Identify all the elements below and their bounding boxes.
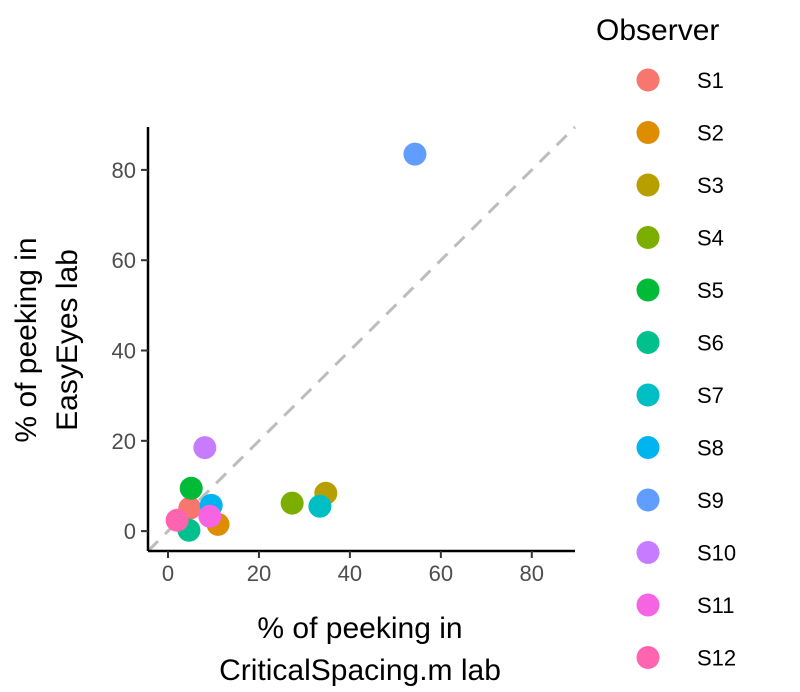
x-tick-label: 80: [520, 561, 544, 586]
point-s9: [403, 142, 427, 166]
point-s4: [280, 491, 304, 515]
legend-label-s1: S1: [697, 68, 724, 93]
y-tick-label: 20: [112, 429, 136, 454]
legend-label-s3: S3: [697, 173, 724, 198]
legend-key-s9: [636, 488, 660, 512]
y-tick-label: 60: [112, 248, 136, 273]
legend-key-s8: [636, 436, 660, 459]
legend-label-s10: S10: [697, 541, 736, 566]
legend-key-s2: [636, 121, 660, 144]
legend-label-s12: S12: [697, 646, 736, 671]
legend-label-s9: S9: [697, 488, 724, 513]
legend-key-s3: [636, 173, 660, 197]
point-s12: [165, 508, 189, 532]
legend-key-s4: [636, 226, 660, 249]
legend-label-s11: S11: [697, 593, 735, 618]
legend-key-s1: [636, 68, 660, 92]
identity-line: [146, 125, 577, 553]
x-axis-title-line2: CriticalSpacing.m lab: [219, 654, 501, 687]
legend-label-s4: S4: [697, 226, 724, 251]
legend-label-s7: S7: [697, 383, 724, 408]
y-tick-label: 80: [112, 158, 136, 183]
legend-key-s10: [636, 541, 660, 564]
legend-label-s2: S2: [697, 121, 724, 146]
y-axis-title-line1: % of peeking in: [10, 237, 43, 442]
legend-key-s6: [636, 331, 660, 354]
y-axis-title-line2: EasyEyes lab: [51, 249, 84, 431]
x-tick-label: 60: [429, 561, 453, 586]
point-s11: [198, 504, 222, 528]
legend-key-s11: [636, 593, 660, 617]
y-tick-label: 40: [112, 339, 136, 364]
x-tick-label: 40: [338, 561, 362, 586]
legend-key-s7: [636, 383, 660, 407]
legend: S1 S2 S3 S4 S5 S6 S7 S8 S9 S10 S11 S12: [636, 68, 736, 671]
x-tick-label: 0: [162, 561, 174, 586]
legend-key-s12: [636, 646, 660, 669]
point-s10: [193, 436, 217, 460]
point-s5: [179, 476, 203, 500]
legend-title: Observer: [596, 14, 719, 47]
legend-key-s5: [636, 278, 660, 302]
legend-label-s8: S8: [697, 436, 724, 461]
y-tick-label: 0: [124, 519, 136, 544]
legend-label-s6: S6: [697, 331, 724, 356]
legend-label-s5: S5: [697, 278, 724, 303]
x-axis-title-line1: % of peeking in: [257, 612, 462, 645]
point-s7: [308, 494, 332, 518]
x-tick-label: 20: [247, 561, 271, 586]
plot-area: 0 20 40 60 80 0 20 40 60 80: [112, 125, 577, 586]
